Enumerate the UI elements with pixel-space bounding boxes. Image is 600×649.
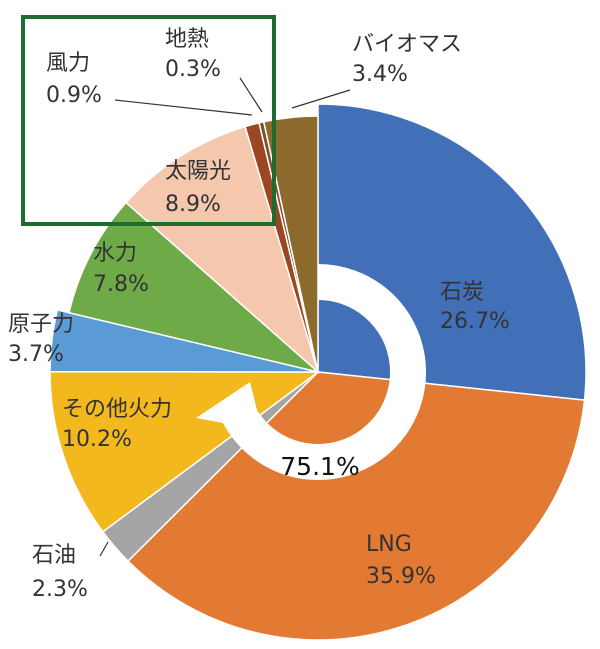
pie bbox=[49, 103, 587, 641]
pie-slice bbox=[68, 201, 319, 373]
slice-label: 石油 bbox=[32, 543, 76, 568]
slice-label: 石炭 bbox=[440, 280, 484, 305]
leader-line bbox=[239, 77, 263, 113]
value-label: 3.7% bbox=[8, 342, 64, 367]
value-label: 10.2% bbox=[62, 427, 132, 452]
sum-arrow bbox=[219, 264, 427, 480]
pie-slice bbox=[262, 115, 319, 373]
value-label: 35.9% bbox=[366, 564, 436, 589]
value-label: 3.4% bbox=[352, 62, 408, 87]
value-label: 8.9% bbox=[165, 192, 221, 217]
value-label: 0.9% bbox=[46, 83, 102, 108]
slice-label: LNG bbox=[366, 532, 412, 557]
value-label: 0.3% bbox=[165, 57, 221, 82]
value-label: 26.7% bbox=[440, 309, 510, 334]
slice-label: 風力 bbox=[46, 51, 90, 76]
slice-label: 地熱 bbox=[165, 27, 209, 52]
value-label: 2.3% bbox=[32, 577, 88, 602]
pie-slice bbox=[317, 103, 587, 401]
slice-label: 原子力 bbox=[8, 312, 74, 337]
sum-annotation: 75.1% bbox=[280, 452, 359, 481]
leader-line bbox=[291, 89, 351, 109]
highlight-box bbox=[21, 15, 276, 226]
value-label: 7.8% bbox=[93, 272, 149, 297]
decorations bbox=[21, 15, 427, 557]
slice-label: バイオマス bbox=[352, 32, 462, 57]
slice-label: その他火力 bbox=[62, 397, 172, 422]
pie-slice bbox=[125, 125, 320, 375]
arrow-head bbox=[196, 382, 262, 430]
leader-line bbox=[99, 541, 109, 557]
slice-label: 水力 bbox=[93, 241, 137, 266]
leader-line bbox=[114, 99, 253, 116]
slice-label: 太陽光 bbox=[165, 159, 231, 184]
pie-slice bbox=[126, 371, 586, 641]
